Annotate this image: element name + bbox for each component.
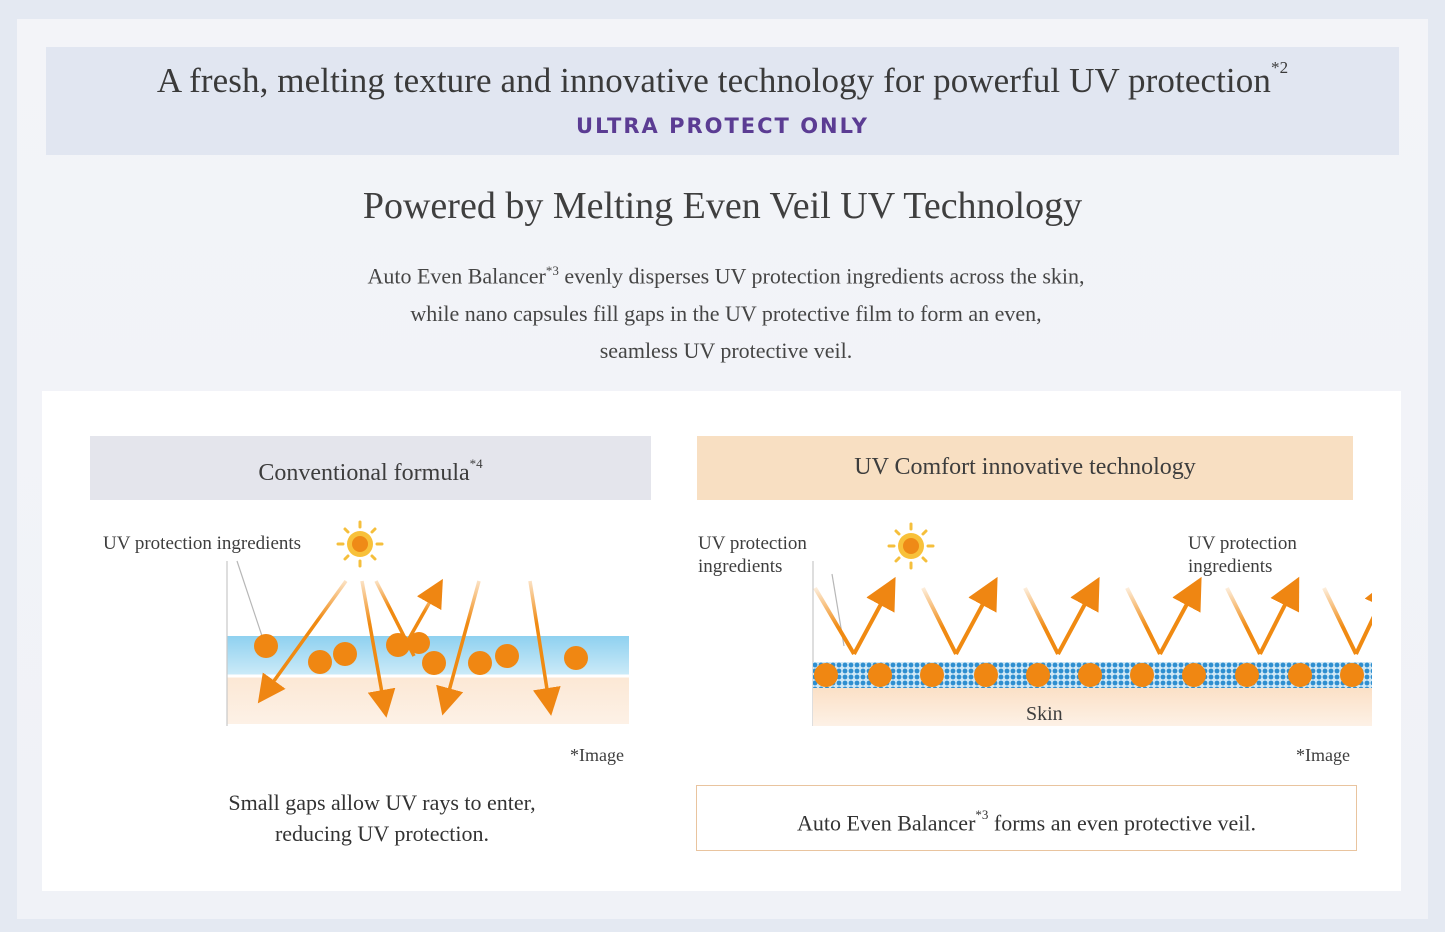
innovative-header: UV Comfort innovative technology	[697, 436, 1353, 500]
conventional-caption: Small gaps allow UV rays to enter, reduc…	[228, 790, 536, 846]
reflected-uv-rays	[813, 576, 1372, 656]
ingredients-label-left: UV protection ingredients	[698, 533, 807, 577]
sun-icon	[336, 520, 384, 568]
uv-ingredient-particles	[814, 663, 1364, 687]
comparison-panel: Conventional formula*4 UV Comfort innova…	[42, 391, 1401, 891]
section-description: Auto Even Balancer*3 evenly disperses UV…	[367, 263, 1085, 364]
top-banner: A fresh, melting texture and innovative …	[46, 47, 1399, 155]
ingredients-label: UV protection ingredients	[103, 533, 302, 554]
pointer-line	[236, 560, 263, 637]
sun-icon	[887, 522, 935, 570]
conventional-header: Conventional formula*4	[90, 436, 651, 500]
banner-subtitle: ULTRA PROTECT ONLY	[576, 114, 869, 138]
ingredients-label-right: UV protection ingredients	[1188, 533, 1297, 577]
image-note: *Image	[1296, 745, 1350, 765]
innovative-diagram	[812, 522, 1372, 726]
section-heading: Powered by Melting Even Veil UV Technolo…	[362, 185, 1083, 227]
conventional-diagram	[226, 520, 629, 726]
footnote-marker: *2	[1270, 58, 1289, 78]
skin-label: Skin	[1026, 703, 1063, 725]
innovative-caption: Auto Even Balancer*3 forms an even prote…	[696, 785, 1357, 851]
uv-ingredient-particles	[254, 632, 588, 675]
image-note: *Image	[570, 745, 624, 765]
banner-title: A fresh, melting texture and innovative …	[156, 58, 1289, 100]
